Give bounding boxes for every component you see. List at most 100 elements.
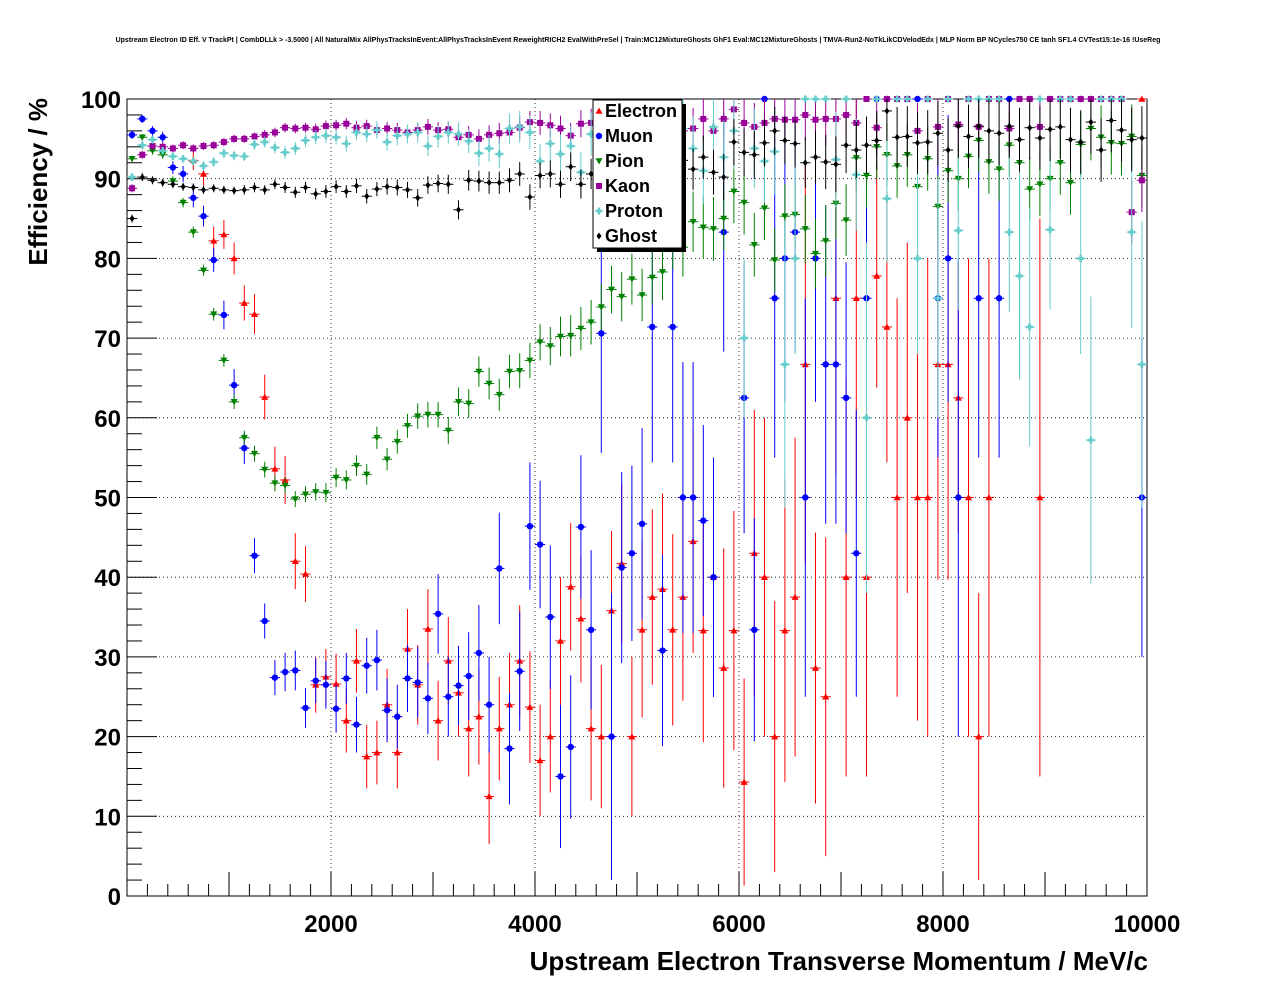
electron-marker (495, 725, 503, 732)
kaon-marker (139, 151, 146, 158)
kaon-marker (700, 115, 707, 122)
pion-point (504, 354, 515, 389)
proton-point (1014, 172, 1025, 380)
y-tick-label: 70 (94, 326, 121, 353)
legend-item-ghost: Ghost (596, 226, 657, 246)
kaon-point (382, 122, 393, 135)
ghost-point (769, 106, 780, 155)
proton-point (902, 95, 913, 103)
ghost-point (188, 183, 199, 192)
kaon-point (290, 123, 301, 134)
pion-marker (689, 218, 697, 226)
ghost-point (892, 106, 903, 168)
ghost-point (861, 116, 872, 174)
pion-marker (750, 242, 758, 249)
pion-point (647, 250, 658, 305)
pion-marker (251, 450, 258, 458)
pion-point (371, 426, 382, 449)
proton-point (1096, 95, 1107, 103)
ghost-point (749, 130, 760, 179)
ghost-marker (853, 146, 859, 154)
y-tick-label: 80 (94, 246, 121, 273)
ghost-marker (1098, 146, 1104, 154)
muon-marker (434, 610, 442, 618)
electron-marker (597, 733, 605, 740)
ghost-marker (323, 187, 329, 195)
ghost-marker (955, 122, 961, 130)
electron-marker (393, 749, 401, 756)
muon-marker (638, 520, 646, 528)
pion-marker (200, 267, 207, 274)
muon-marker (394, 713, 401, 720)
y-tick-label: 100 (81, 87, 121, 114)
muon-point (555, 704, 566, 849)
proton-marker (557, 150, 564, 158)
proton-marker (414, 128, 422, 136)
proton-marker (546, 140, 554, 148)
electron-marker (812, 664, 819, 671)
ghost-marker (772, 127, 778, 135)
ghost-point (565, 152, 576, 182)
ghost-point (841, 117, 852, 174)
muon-point (637, 428, 648, 620)
electron-point (759, 417, 770, 737)
ghost-marker (884, 107, 890, 115)
ghost-point (953, 99, 964, 158)
electron-marker (557, 637, 564, 644)
ghost-point (229, 186, 240, 195)
electron-point (535, 704, 546, 817)
kaon-marker (863, 96, 870, 102)
ghost-marker (405, 186, 410, 194)
muon-point (953, 258, 964, 737)
electron-marker (353, 657, 360, 664)
proton-marker (1046, 226, 1054, 234)
muon-point (514, 611, 525, 732)
proton-point (463, 129, 474, 154)
pion-marker (740, 199, 748, 207)
ghost-point (881, 99, 892, 142)
proton-marker (1016, 272, 1023, 280)
ghost-marker (272, 180, 278, 188)
pion-point (433, 401, 444, 428)
muon-point (341, 652, 352, 704)
ghost-point (422, 176, 433, 194)
ghost-point (198, 185, 209, 194)
muon-marker (139, 115, 146, 123)
pion-point (331, 468, 342, 488)
electron-marker (200, 170, 207, 177)
ghost-marker (823, 158, 829, 166)
ghost-point (912, 111, 923, 174)
muon-point (473, 605, 484, 701)
ghost-point (157, 178, 168, 187)
proton-marker (740, 334, 748, 342)
ghost-point (218, 185, 229, 194)
muon-point (657, 554, 668, 747)
kaon-point (269, 127, 280, 138)
kaon-marker (1138, 177, 1145, 184)
pion-point (361, 464, 372, 485)
proton-marker (200, 162, 207, 170)
y-tick-label: 20 (94, 725, 121, 752)
muon-point (606, 593, 617, 881)
pion-marker (424, 411, 432, 419)
electron-point (779, 479, 790, 783)
pion-point (749, 212, 760, 277)
ghost-point (1096, 118, 1107, 182)
ghost-point (167, 180, 178, 189)
pion-marker (312, 489, 320, 496)
muon-point (535, 480, 546, 609)
proton-marker (914, 254, 921, 262)
muon-point (586, 550, 597, 710)
muon-marker (414, 679, 421, 686)
muon-point (575, 455, 586, 599)
pion-marker (159, 151, 167, 159)
proton-point (1045, 150, 1056, 310)
proton-marker (1036, 95, 1044, 103)
proton-point (739, 258, 750, 418)
electron-point (892, 298, 903, 697)
proton-marker (1138, 360, 1146, 368)
kaon-marker (220, 139, 227, 146)
ghost-marker (231, 187, 237, 195)
x-tick-label: 6000 (712, 911, 765, 938)
ghost-point (973, 99, 984, 158)
